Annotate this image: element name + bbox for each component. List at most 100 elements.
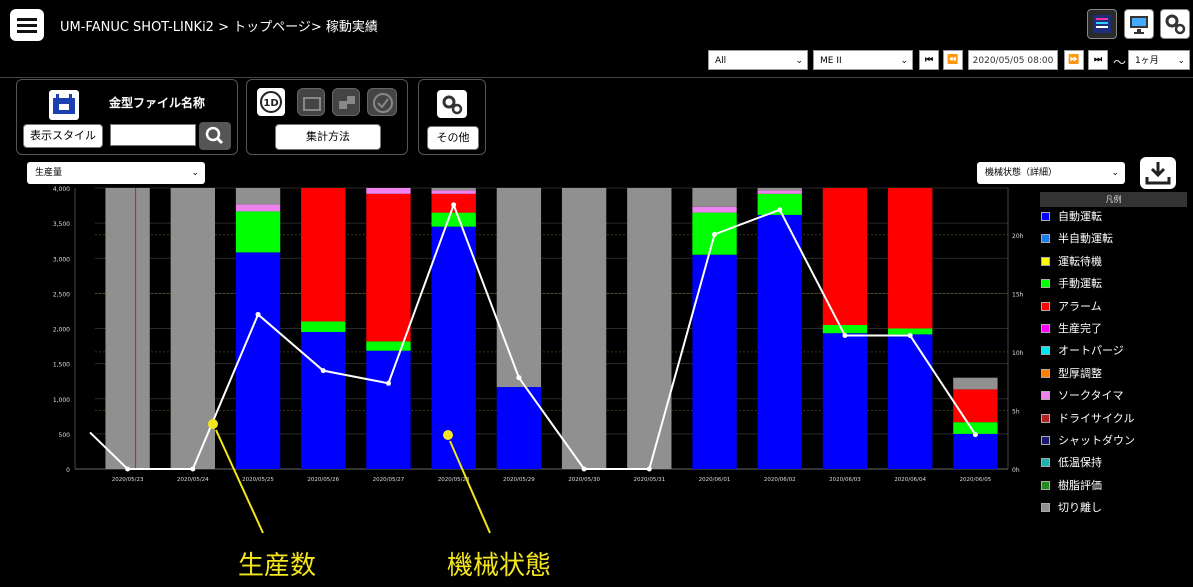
one-day-icon[interactable]: 1D xyxy=(257,88,285,116)
x-axis-tick-label: 2020/06/03 xyxy=(829,477,861,483)
legend-swatch xyxy=(1041,458,1050,468)
prev-period-button[interactable]: ⏪ xyxy=(943,50,963,70)
chart-bar-segment xyxy=(366,341,411,351)
left-axis-tick-label: 3,500 xyxy=(53,221,70,228)
chart-bar-segment xyxy=(757,188,802,191)
x-axis-tick-label: 2020/05/26 xyxy=(307,477,339,483)
right-axis-tick-label: 20h xyxy=(1012,233,1024,240)
legend-label: オートパージ xyxy=(1058,344,1124,358)
left-axis-tick-label: 1,000 xyxy=(53,397,70,404)
blocks-icon[interactable] xyxy=(332,88,360,116)
chart-bar-segment xyxy=(822,333,868,469)
folder-icon[interactable] xyxy=(297,88,325,116)
right-axis-select[interactable]: 機械状態（詳細） ⌄ xyxy=(977,162,1125,184)
legend-swatch xyxy=(1041,234,1050,244)
display-style-button[interactable]: 表示スタイル xyxy=(23,124,103,148)
left-axis-tick-label: 500 xyxy=(59,432,71,439)
x-axis-tick-label: 2020/05/24 xyxy=(177,477,209,483)
chart-bar-segment xyxy=(235,204,281,212)
legend-swatch xyxy=(1041,256,1050,266)
legend-label: アラーム xyxy=(1058,299,1102,313)
next-period-button[interactable]: ⏩ xyxy=(1064,50,1084,70)
search-icon xyxy=(205,126,224,145)
right-axis-tick-label: 10h xyxy=(1012,350,1024,357)
legend-label: 生産完了 xyxy=(1058,322,1102,335)
chart-bar-segment xyxy=(757,193,802,215)
chart-bar-segment xyxy=(757,190,802,194)
chart-bar-segment xyxy=(888,328,933,335)
production-annotation-marker xyxy=(208,419,218,429)
legend-label: 運転待機 xyxy=(1058,254,1102,268)
aggregation-method-button[interactable]: 集計方法 xyxy=(275,124,381,150)
chart-bar-segment xyxy=(170,188,215,469)
production-point xyxy=(581,466,587,472)
other-button[interactable]: その他 xyxy=(427,126,479,150)
monitor-icon[interactable] xyxy=(1124,9,1154,39)
download-icon xyxy=(1145,162,1171,185)
gears-icon[interactable] xyxy=(437,90,467,118)
chart-bar-segment xyxy=(431,212,476,227)
x-axis-tick-label: 2020/06/04 xyxy=(894,477,926,483)
mold-file-title: 金型ファイル名称 xyxy=(109,96,206,110)
download-button[interactable] xyxy=(1140,157,1176,189)
machine-select[interactable]: ME II ⌄ xyxy=(813,50,913,70)
settings-gear-icon[interactable] xyxy=(1160,9,1190,39)
chart-bar-segment xyxy=(953,377,998,390)
x-axis-tick-label: 2020/05/29 xyxy=(503,477,535,483)
x-axis-tick-label: 2020/06/01 xyxy=(699,477,731,483)
list-view-icon[interactable] xyxy=(1087,9,1117,39)
production-point xyxy=(516,375,522,381)
x-axis-tick-label: 2020/05/31 xyxy=(633,477,665,483)
production-point xyxy=(842,333,848,339)
left-axis-tick-label: 1,500 xyxy=(53,362,70,369)
check-circle-icon[interactable] xyxy=(367,88,397,116)
mold-search-input[interactable] xyxy=(110,124,196,146)
production-point xyxy=(972,432,978,438)
chart-bar-segment xyxy=(888,334,933,469)
x-axis-tick-label: 2020/06/02 xyxy=(764,477,796,483)
legend-label: 半自動運転 xyxy=(1058,232,1113,246)
first-period-button[interactable]: ⏮ xyxy=(919,50,939,70)
chart-bar-segment xyxy=(431,190,476,194)
legend-label: 型厚調整 xyxy=(1058,366,1102,380)
production-point xyxy=(646,466,652,472)
chart-bar-segment xyxy=(822,188,868,325)
chart-bar-segment xyxy=(627,188,672,469)
x-axis-tick-label: 2020/06/05 xyxy=(960,477,992,483)
legend-title: 凡例 xyxy=(1040,192,1187,207)
chart-bar-segment xyxy=(757,214,802,469)
top-bar: UM-FANUC SHOT-LINKi2 > トップページ> 稼動実績 All ⌄… xyxy=(0,0,1193,78)
legend-swatch xyxy=(1041,413,1050,423)
operation-chart: 0 500 1,000 1,500 2,000 2,500 3,000 3,500 4,000 0… xyxy=(53,186,1024,534)
search-button[interactable] xyxy=(199,122,231,150)
chart-bar-segment xyxy=(301,332,346,469)
machine-state-annotation-pointer xyxy=(449,440,491,534)
left-axis-select[interactable]: 生産量 ⌄ xyxy=(27,162,205,184)
chart-bar-segment xyxy=(692,188,737,207)
legend-swatch xyxy=(1041,436,1050,445)
left-axis-tick-label: 4,000 xyxy=(53,186,70,193)
legend-label: 切り離し xyxy=(1058,501,1102,515)
period-select[interactable]: 1ヶ月 ⌄ xyxy=(1128,50,1190,70)
left-axis-tick-label: 3,000 xyxy=(53,256,70,263)
last-period-button[interactable]: ⏭ xyxy=(1088,50,1108,70)
chart-bar-segment xyxy=(235,188,281,205)
x-axis-tick-label: 2020/05/23 xyxy=(112,477,144,483)
legend-label: 低温保持 xyxy=(1058,456,1102,470)
start-datetime-input[interactable]: 2020/05/05 08:00 xyxy=(968,50,1058,70)
chart-bar-segment xyxy=(496,188,542,388)
hamburger-menu-button[interactable] xyxy=(10,9,44,41)
chart-bar-segment xyxy=(235,252,281,469)
production-point xyxy=(320,368,326,374)
production-annotation-label: 生産数 xyxy=(238,551,317,581)
left-axis-tick-label: 2,500 xyxy=(53,291,70,298)
chart-bar-segment xyxy=(953,389,998,423)
legend-swatch xyxy=(1041,346,1050,356)
machine-state-annotation-label: 機械状態 xyxy=(447,551,552,581)
machine-filter-select[interactable]: All ⌄ xyxy=(708,50,808,70)
x-axis-tick-label: 2020/05/25 xyxy=(242,477,274,483)
chart-bar-segment xyxy=(953,422,998,434)
legend-label: シャットダウン xyxy=(1058,434,1135,447)
chart-bar-segment xyxy=(431,188,476,191)
legend-swatch xyxy=(1041,503,1050,513)
